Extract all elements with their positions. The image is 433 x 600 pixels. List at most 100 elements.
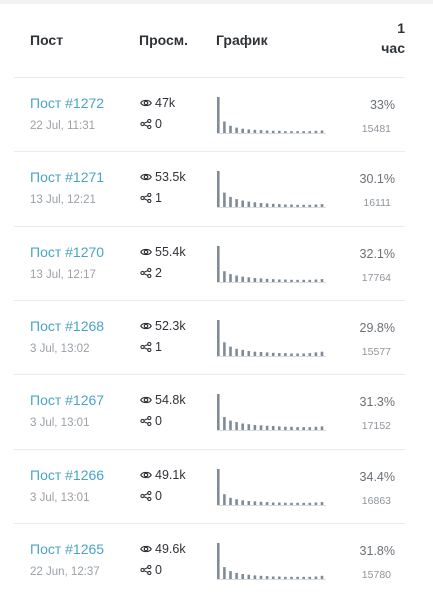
first-hour-views: 15577 [361,345,391,358]
sparkline-bar [308,131,312,133]
sparkline-bar [308,205,312,208]
first-hour-views: 15481 [361,123,391,135]
column-header-graph[interactable]: График [216,32,268,48]
sparkline-bar [223,192,226,208]
sparkline-bar [217,468,220,505]
first-hour-percent: 32.1% [359,246,395,261]
sparkline-bar [308,427,312,431]
sparkline-bar [259,203,263,208]
sparkline-bar [247,424,251,431]
sparkline-bar [271,204,275,208]
sparkline-bar [284,352,287,356]
sparkline-bar [253,575,257,579]
post-date: 13 Jul, 12:21 [30,194,96,207]
sparkline-bar [296,427,299,431]
post-link[interactable]: Пост #1268 [30,317,105,334]
views-stat: 49.6k [140,542,186,556]
sparkline-bar [235,348,238,356]
sparkline-bar [223,342,226,356]
sparkline-bar [229,273,232,282]
sparkline-bar [247,574,251,579]
views-count: 55.4k [155,244,186,259]
sparkline-bar [290,502,293,505]
sparkline-bar [290,131,293,133]
sparkline-bar [278,502,281,505]
column-header-post[interactable]: Пост [30,32,64,48]
column-header-hour-unit: час [381,40,405,56]
table-header: Пост Просм. График 1 час [0,0,433,78]
table-row[interactable]: Пост #1268 3 Jul, 13:02 52.3k 1 29.8% 15577 [0,299,433,374]
post-link[interactable]: Пост #1271 [30,169,105,186]
table-row[interactable]: Пост #1265 22 Jun, 12:37 49.6k 0 31.8% 15780 [0,522,433,597]
eye-icon [140,470,152,480]
sparkline-bar [259,130,263,133]
shares-stat: 0 [140,414,162,428]
share-icon [140,564,152,575]
sparkline-bar [320,130,324,133]
sparkline-bar [278,279,281,282]
sparkline-bar [247,276,251,282]
shares-stat: 1 [140,340,162,354]
column-header-hour-number: 1 [397,20,405,36]
sparkline-bar [235,199,238,208]
column-header-hour[interactable]: 1 час [345,18,405,58]
views-sparkline [217,319,326,357]
sparkline-bar [235,422,238,431]
first-hour-percent: 33% [369,98,395,112]
post-link[interactable]: Пост #1270 [30,243,105,260]
share-icon [140,193,152,204]
views-stat: 53.5k [140,170,186,184]
post-link[interactable]: Пост #1265 [30,540,105,557]
sparkline-bar [217,245,220,282]
sparkline-bar [223,121,226,133]
column-header-views[interactable]: Просм. [139,32,189,48]
post-date: 3 Jul, 13:01 [30,417,90,430]
post-link[interactable]: Пост #1267 [30,392,105,409]
views-sparkline [217,245,326,283]
sparkline-bar [278,204,281,208]
row-separator [14,225,405,227]
first-hour-views: 16863 [361,494,391,507]
sparkline-bar [320,501,324,505]
sparkline-bar [235,275,238,282]
table-row[interactable]: Пост #1272 22 Jul, 11:31 47k 0 33% 15481 [0,77,433,151]
sparkline-bar [314,426,318,431]
views-count: 49.6k [155,541,186,556]
sparkline-bar [278,352,281,356]
sparkline-bar [271,352,275,356]
table-row[interactable]: Пост #1270 13 Jul, 12:17 55.4k 2 32.1% 17764 [0,225,433,300]
sparkline-bar [271,576,275,579]
post-date: 13 Jul, 12:17 [30,268,96,281]
sparkline-bar [229,420,232,431]
views-count: 47k [155,96,176,110]
table-row[interactable]: Пост #1266 3 Jul, 13:01 49.1k 0 34.4% 16863 [0,448,433,523]
post-date: 3 Jul, 13:02 [30,342,90,355]
shares-count: 0 [155,488,162,503]
sparkline-bar [259,351,263,356]
post-date: 3 Jul, 13:01 [30,491,90,504]
sparkline-bar [247,201,251,208]
sparkline-bar [265,278,269,282]
post-date: 22 Jul, 11:31 [30,120,96,132]
sparkline-bar [271,130,275,133]
sparkline-bar [308,279,312,282]
sparkline-bar [314,502,318,505]
sparkline-bar [284,426,287,431]
shares-stat: 0 [140,563,162,577]
sparkline-bar [290,426,293,431]
sparkline-bar [229,346,232,356]
sparkline-bar [265,575,269,579]
sparkline-bar [253,500,257,505]
shares-stat: 0 [140,117,162,131]
sparkline-bar [296,131,299,133]
share-icon [140,416,152,427]
shares-count: 0 [155,117,162,131]
table-row[interactable]: Пост #1267 3 Jul, 13:01 54.8k 0 31.3% 17152 [0,374,433,448]
sparkline-bar [259,277,263,282]
views-count: 52.3k [155,318,186,333]
table-row[interactable]: Пост #1271 13 Jul, 12:21 53.5k 1 30.1% 16111 [0,151,433,225]
sparkline-bar [265,425,269,431]
post-link[interactable]: Пост #1272 [30,95,105,111]
sparkline-bar [253,202,257,208]
post-link[interactable]: Пост #1266 [30,466,105,483]
